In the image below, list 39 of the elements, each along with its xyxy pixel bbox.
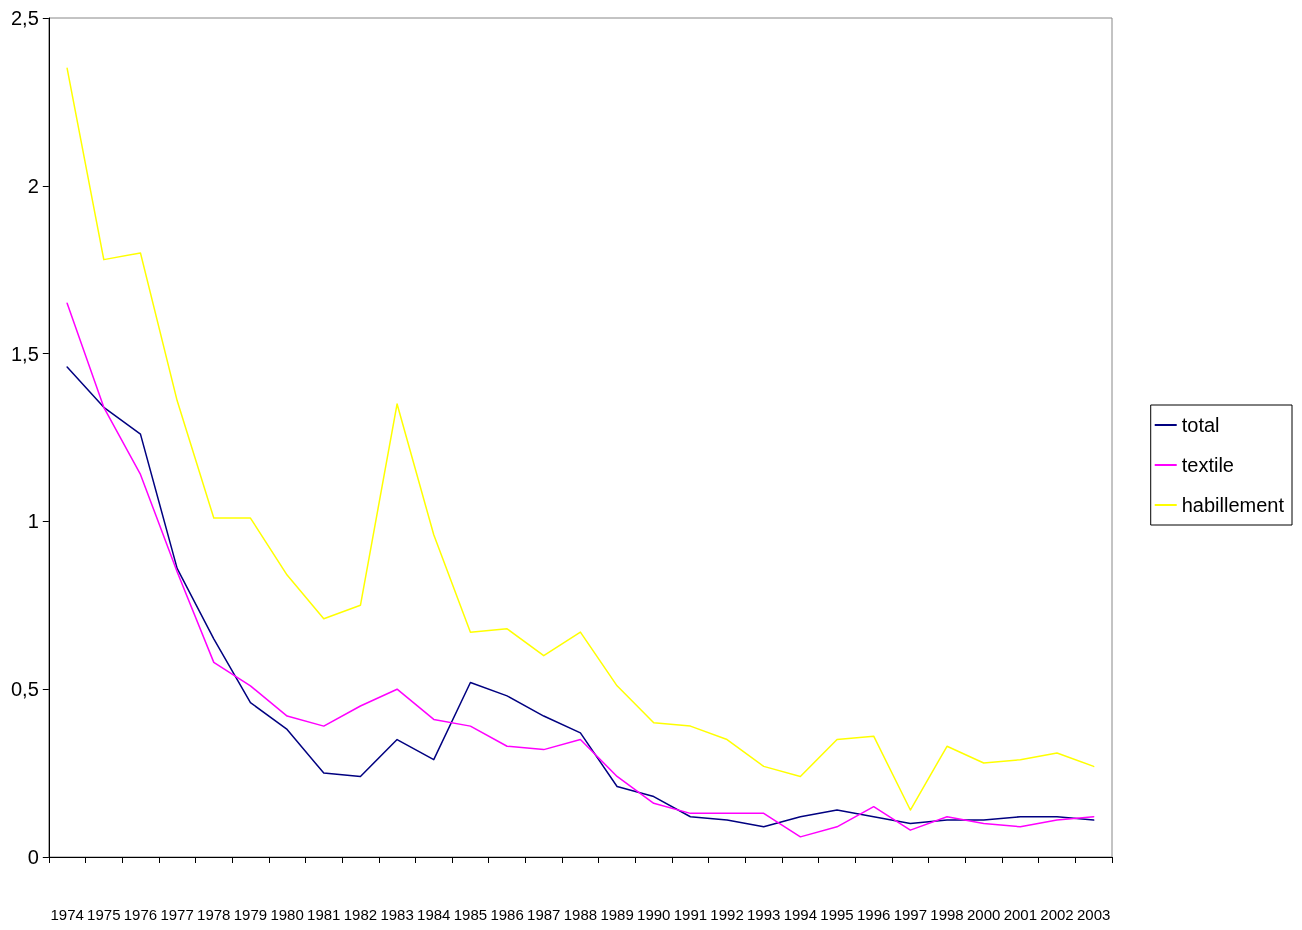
line-series	[66, 67, 1095, 811]
x-tick-label: 1985	[453, 906, 488, 923]
y-tick-label: 2,5	[10, 7, 39, 29]
x-tick-label: 1976	[123, 906, 158, 923]
x-tick-label: 1977	[160, 906, 194, 923]
y-tick-label: 0,5	[10, 678, 39, 701]
x-tick-label: 1991	[673, 906, 708, 923]
x-tick-label: 1986	[490, 906, 524, 923]
x-tick-label: 2000	[967, 906, 1001, 923]
y-tick-label: 1	[27, 510, 39, 533]
legend-label: habillement	[1181, 494, 1285, 516]
x-tick-label: 1981	[307, 906, 341, 923]
x-tick-label: 1975	[87, 906, 121, 923]
x-tick-label: 1974	[50, 906, 84, 923]
x-tick-label: 1987	[527, 906, 561, 923]
x-tick-label: 1992	[710, 906, 744, 923]
x-tick-label: 1995	[820, 906, 854, 923]
x-tick-label: 1982	[343, 906, 378, 923]
x-tick-label: 1989	[600, 906, 634, 923]
x-tick-label: 1990	[637, 906, 671, 923]
x-tick-label: 1984	[417, 906, 451, 923]
y-tick-label: 2	[27, 174, 39, 197]
x-tick-label: 1980	[270, 906, 304, 923]
x-tick-label: 2003	[1076, 906, 1111, 923]
x-tick-label: 1983	[380, 906, 414, 923]
x-tick-label: 2001	[1003, 906, 1038, 923]
x-tick-label: 1979	[233, 906, 268, 923]
y-tick-label: 1,5	[10, 342, 39, 365]
x-tick-label: 1994	[783, 906, 818, 923]
x-tick-label: 1988	[563, 906, 598, 923]
x-tick-label: 1997	[893, 906, 928, 923]
x-tick-label: 1993	[747, 906, 781, 923]
legend-label: total	[1181, 414, 1220, 436]
x-tick-label: 1978	[197, 906, 231, 923]
x-tick-label: 2002	[1040, 906, 1074, 923]
legend-label: textile	[1181, 454, 1234, 476]
y-tick-label: 0	[27, 846, 39, 868]
x-tick-label: 1998	[930, 906, 964, 923]
x-tick-label: 1996	[857, 906, 891, 923]
